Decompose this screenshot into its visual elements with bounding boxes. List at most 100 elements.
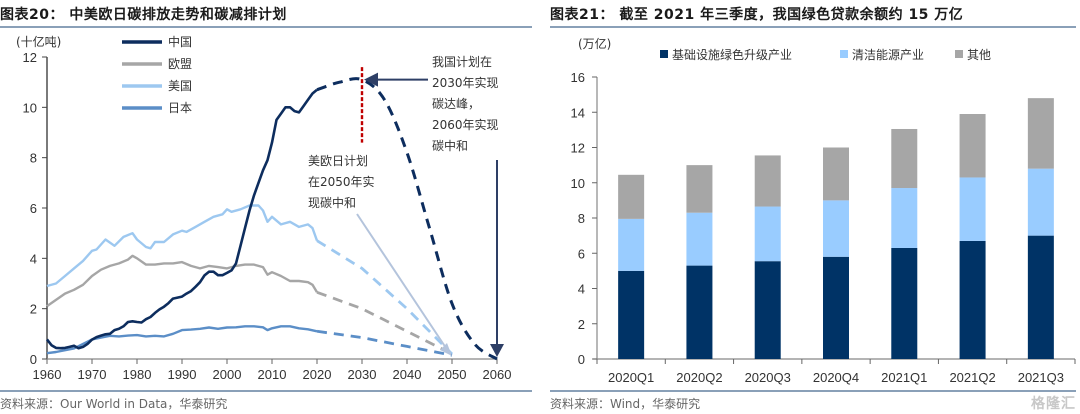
bar-segment-infra — [891, 247, 918, 359]
y-tick-label: 10 — [571, 176, 585, 191]
y-tick-label: 14 — [571, 105, 585, 120]
y-tick-label: 6 — [30, 201, 37, 216]
series-line-china — [45, 88, 318, 350]
legend-label-china: 中国 — [168, 34, 192, 49]
bar-segment-other — [823, 147, 849, 201]
line-chart: (十亿吨) 0 2 4 6 8 10 12 1960 1970 1980 1990 2000 2010 2… — [16, 34, 512, 382]
legend-label-infra: 基础设施绿色升级产业 — [672, 47, 792, 62]
bar-chart: (万亿) 0 2 4 6 8 10 12 14 16 2020Q1 2020Q2 2020Q3 202… — [571, 36, 1076, 385]
bar-segment-infra — [823, 256, 849, 359]
y-tick-label: 12 — [23, 50, 37, 65]
y-tick-label: 16 — [571, 70, 585, 85]
bar-segment-clean — [686, 212, 713, 266]
series-line-us — [46, 204, 319, 288]
legend-label-eu: 欧盟 — [168, 57, 192, 71]
bar-segment-infra — [959, 240, 986, 359]
right-chart-title: 图表21： 截至 2021 年三季度，我国绿色贷款余额约 15 万亿 — [550, 7, 964, 23]
left-chart-title: 图表20： 中美欧日碳排放走势和碳减排计划 — [0, 7, 287, 23]
x-tick-label: 2020 — [303, 367, 332, 382]
left-chart-source: 资料来源：Our World in Data，华泰研究 — [0, 397, 228, 411]
bar-segment-other — [891, 128, 918, 189]
x-tick-label: 2021Q1 — [881, 370, 927, 385]
y-tick-label: 2 — [578, 317, 585, 332]
x-tick-label: 1990 — [168, 367, 197, 382]
y-tick-label: 12 — [571, 141, 585, 156]
y-tick-label: 10 — [23, 100, 37, 115]
x-tick-label: 2020Q1 — [608, 370, 654, 385]
y-axis-unit: (十亿吨) — [16, 34, 61, 49]
x-tick-label: 2020Q2 — [676, 370, 722, 385]
bar-segment-clean — [1027, 168, 1054, 236]
y-tick-label: 2 — [30, 302, 37, 317]
legend-label-japan: 日本 — [168, 101, 192, 115]
x-tick-label: 2030 — [348, 367, 377, 382]
y-tick-label: 4 — [30, 251, 37, 266]
bar-segment-other — [618, 174, 645, 219]
legend-swatch-other — [955, 50, 963, 58]
bar-segment-other — [1027, 98, 1054, 169]
bar-segment-clean — [959, 177, 986, 241]
bar-chart-panel: 图表21： 截至 2021 年三季度，我国绿色贷款余额约 15 万亿 (万亿) … — [550, 0, 1080, 414]
y-tick-label: 6 — [578, 246, 585, 261]
projection-line-eu — [316, 290, 453, 356]
annotation-china-line: 碳达峰， — [432, 97, 480, 111]
y-tick-label: 8 — [30, 151, 37, 166]
right-chart-source: 资料来源：Wind，华泰研究 — [550, 397, 701, 411]
x-tick-label: 2010 — [258, 367, 287, 382]
y-tick-label: 0 — [30, 352, 37, 367]
title-divider — [550, 26, 1076, 28]
projection-line-us — [316, 239, 453, 355]
bar-segment-clean — [823, 200, 849, 257]
bar-segment-clean — [618, 218, 645, 271]
x-tick-label: 2040 — [393, 367, 422, 382]
bar-segment-infra — [1027, 235, 1054, 359]
footer-divider — [0, 390, 532, 392]
annotation-west-line: 现碳中和 — [308, 195, 356, 210]
y-axis-unit: (万亿) — [578, 36, 611, 51]
bar-segment-other — [686, 165, 713, 213]
x-tick-label: 2021Q3 — [1018, 370, 1064, 385]
x-tick-label: 1960 — [33, 367, 62, 382]
neutral-arrow-head-icon — [490, 344, 504, 357]
x-tick-label: 2021Q2 — [949, 370, 995, 385]
annotation-china-line: 我国计划在 — [432, 55, 492, 69]
projection-line-china — [316, 77, 498, 361]
annotation-west-line: 在2050年实 — [308, 174, 375, 189]
y-tick-label: 8 — [578, 211, 585, 226]
peak-arrow-head-icon — [364, 72, 378, 87]
bar-segment-infra — [754, 261, 781, 359]
x-tick-label: 1980 — [123, 367, 152, 382]
x-tick-label: 2000 — [213, 367, 242, 382]
annotation-china-line: 2060年实现 — [432, 117, 499, 132]
bar-segment-infra — [618, 270, 645, 359]
annotation-china-line: 2030年实现 — [432, 75, 499, 90]
legend-swatch-infra — [660, 50, 668, 58]
bar-segment-other — [754, 155, 781, 207]
bar-segment-other — [959, 114, 986, 178]
west-arrow-shaft — [356, 213, 449, 352]
line-chart-panel: 图表20： 中美欧日碳排放走势和碳减排计划 (十亿吨) 0 2 4 6 8 10 12 196… — [0, 7, 532, 411]
x-tick-label: 1970 — [78, 367, 107, 382]
bar-segment-clean — [891, 188, 918, 248]
annotation-china-line: 碳中和 — [432, 138, 468, 153]
watermark-logo: 格隆汇 — [1031, 396, 1076, 412]
title-divider — [0, 26, 532, 28]
west-arrow-head-icon — [440, 343, 452, 356]
annotation-west-line: 美欧日计划 — [308, 154, 368, 168]
series-line-japan — [46, 325, 318, 355]
legend-label-clean: 清洁能源产业 — [852, 48, 924, 62]
legend-label-other: 其他 — [967, 48, 991, 62]
footer-divider — [550, 390, 1076, 392]
x-tick-label: 2020Q3 — [745, 370, 791, 385]
y-tick-label: 4 — [578, 282, 585, 297]
projection-line-japan — [316, 329, 453, 357]
legend-label-us: 美国 — [168, 79, 192, 93]
x-tick-label: 2050 — [438, 367, 467, 382]
bar-segment-infra — [686, 265, 713, 359]
x-tick-label: 2060 — [483, 367, 512, 382]
y-tick-label: 0 — [578, 352, 585, 367]
legend-swatch-clean — [840, 50, 848, 58]
bar-segment-clean — [754, 206, 781, 262]
x-tick-label: 2020Q4 — [813, 370, 859, 385]
series-line-eu — [46, 254, 319, 308]
